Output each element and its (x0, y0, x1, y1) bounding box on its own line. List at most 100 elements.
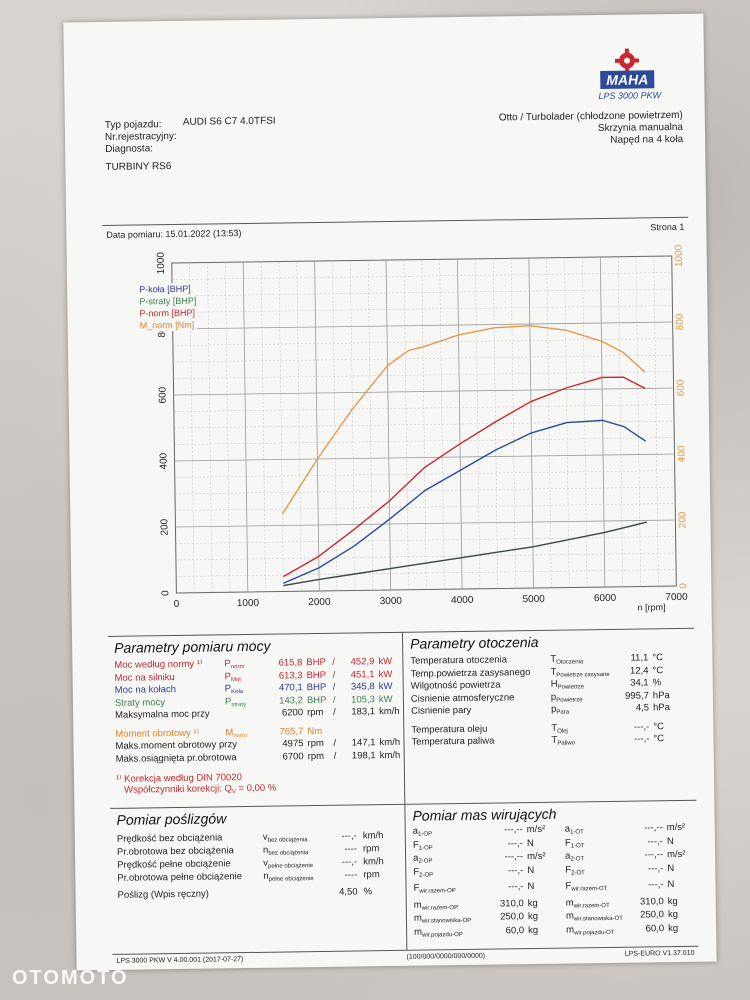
chart-axes: 0100020003000400050006000700002004006008… (156, 244, 690, 610)
param-label: Moc na kołach (114, 684, 177, 696)
ambient-symbol: TPowietrze zasysane (550, 666, 610, 679)
param-separator: / (332, 669, 336, 681)
slip-label: Prędkość bez obciążenia (116, 832, 223, 845)
param-symbol: Pnorm (224, 658, 245, 671)
slip-value: 4,50 (339, 886, 358, 898)
param-symbol: Mnorm (225, 726, 248, 739)
ambient-unit: hPa (652, 689, 670, 701)
grid-line-x (546, 257, 552, 588)
y-right-tick-label: 200 (677, 511, 688, 528)
grid-line-y (174, 453, 675, 462)
mass-value-right: 60,0 (645, 922, 665, 934)
param-value-2: 147,1 (351, 737, 376, 749)
grid-line-y (174, 470, 675, 478)
grid-line-y (172, 321, 673, 330)
param-separator: / (333, 750, 337, 762)
param-label: Straty mocy (114, 696, 166, 709)
mass-symbol-left: mwir.razem-OP (413, 899, 459, 912)
mass-value-left: 310,0 (499, 897, 524, 910)
ambient-symbol: pPowietrze (550, 691, 583, 704)
grid-line-y (173, 387, 674, 396)
series-p-norm (282, 376, 646, 578)
ambient-label: Cisnienie atmosferyczne (410, 691, 515, 705)
mass-unit-right: N (666, 835, 674, 847)
ambient-value: 4,5 (635, 702, 650, 714)
mass-symbol-right: F1-OT (564, 837, 585, 850)
slip-symbol: vbez obciążenia (262, 831, 308, 844)
y-left-tick-label: 400 (158, 452, 169, 469)
param-value-2: 105,3 (351, 693, 375, 706)
x-tick-label: 6000 (594, 593, 617, 604)
slip-unit: rpm (362, 843, 380, 855)
mass-unit-right: m/s² (667, 848, 686, 861)
param-unit-2: kW (378, 668, 393, 680)
x-tick-label: 5000 (522, 594, 545, 605)
grid-line-y (174, 437, 675, 445)
param-separator: / (333, 737, 337, 749)
ambient-unit: °C (653, 733, 665, 745)
grid-line-y (172, 272, 672, 280)
mass-symbol-left: a2-OP (413, 852, 433, 865)
y-right-tick-label: 0 (678, 583, 689, 589)
ambient-symbol: TPaliwo (551, 734, 576, 747)
mass-value-left: 250,0 (500, 911, 525, 923)
mass-value-left: ---,-- (504, 851, 524, 863)
diagnostician-label: Diagnosta: (105, 143, 154, 155)
param-unit-1: Nm (307, 725, 323, 737)
param-unit-1: BHP (306, 694, 327, 706)
param-label: Moment obrotowy ¹⁾ (115, 727, 200, 740)
mass-unit-left: m/s² (526, 823, 546, 836)
param-value-1: 143,2 (279, 694, 303, 707)
grid-line-x (242, 262, 249, 593)
y-left-tick-label: 600 (158, 386, 169, 403)
param-value-2: 345,8 (350, 681, 375, 693)
mass-symbol-right: F2-OT (565, 864, 585, 877)
ambient-label: Cisnienie pary (410, 704, 472, 717)
param-unit-2: km/h (379, 749, 401, 761)
ambient-symbol: pPara (550, 703, 570, 716)
mass-unit-left: N (527, 864, 535, 876)
ambient-unit: °C (652, 664, 664, 676)
correction-factor: Współczynniki korekcji: QV = 0,00 % (124, 781, 402, 797)
slip-symbol: vpełne obciążenie (263, 857, 314, 870)
grid-line-y (175, 536, 676, 544)
ambient-value: ---,- (633, 720, 650, 733)
report-note: TURBINY RS6 (105, 161, 172, 173)
registration-label: Nr.rejestracyjny: (104, 130, 177, 143)
legend-p-straty: P-straty [BHP] (139, 295, 197, 307)
grid-line-y (172, 288, 673, 297)
mass-value-left: ---,- (508, 881, 524, 893)
slip-value: ---,- (341, 856, 358, 868)
param-value-1: 6700 (282, 750, 304, 763)
mass-unit-right: kg (667, 895, 678, 907)
mass-row: F2-OP ---,- N F2-OT ---,- N (413, 862, 693, 879)
param-label: Moc na silniku (114, 671, 175, 684)
grid-line-y (175, 552, 676, 561)
slip-mid-divider (404, 803, 408, 950)
correction-value: = 0,00 % (238, 782, 277, 795)
grid-line-y (173, 371, 674, 379)
param-value-1: 4975 (282, 738, 304, 750)
param-value-1: 613,3 (278, 669, 303, 682)
ambient-value: 34,1 (630, 677, 649, 689)
ambient-symbol: HPowietrze (550, 678, 585, 691)
mass-unit-right: N (667, 879, 675, 891)
param-symbol: PKoła (224, 683, 244, 696)
series-p-kola (283, 419, 647, 584)
param-label: Moc według normy ¹⁾ (114, 658, 203, 671)
grid-line-x (475, 258, 481, 589)
slip-value: ---- (344, 843, 358, 855)
correction-sub: V (231, 789, 236, 796)
slip-label: Prędkość pełne obciążenie (117, 858, 231, 871)
param-unit-2: km/h (379, 736, 401, 749)
ambient-unit: % (652, 677, 662, 689)
x-axis-unit: n [rpm] (637, 602, 666, 613)
mass-unit-left: kg (527, 897, 538, 909)
mass-row: Fwir.razem-OP ---,- N Fwir.razem-OT ---,… (413, 879, 693, 896)
grid-line-x (510, 258, 516, 589)
gearbox: Skrzynia manualna (597, 121, 684, 135)
mass-symbol-right: a1-OT (564, 823, 584, 836)
mass-unit-left: N (527, 881, 535, 893)
param-symbol: Pstraty (224, 695, 247, 708)
power-param-row: Maksymalna moc przy 6200 rpm / 183,1 km/… (115, 706, 401, 722)
